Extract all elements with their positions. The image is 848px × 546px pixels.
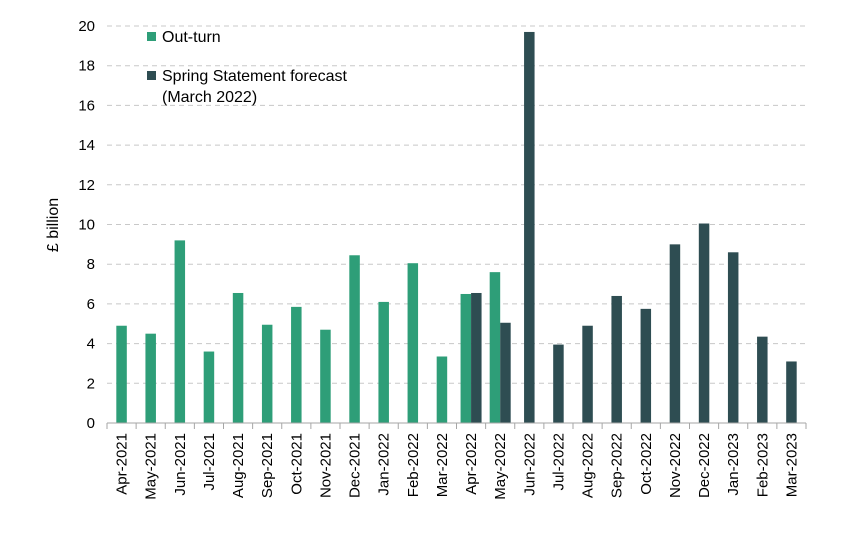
bar-out-turn <box>203 351 215 423</box>
bar-forecast <box>757 336 768 423</box>
bar-forecast <box>582 325 593 423</box>
x-tick-label: May-2022 <box>492 433 509 500</box>
legend-label-out-turn: Out-turn <box>162 29 221 46</box>
bar-out-turn <box>489 272 501 423</box>
x-tick-label: Sep-2022 <box>609 433 626 498</box>
x-tick-label: Aug-2021 <box>230 433 247 498</box>
legend: Out-turn Spring Statement forecast (Marc… <box>147 29 348 106</box>
bar-out-turn <box>291 306 302 423</box>
y-tick-label: 20 <box>78 18 95 35</box>
y-tick-label: 16 <box>78 97 95 114</box>
legend-label-forecast-line2: (March 2022) <box>162 89 257 106</box>
bar-out-turn <box>174 240 186 423</box>
x-tick-label: Nov-2021 <box>317 433 334 498</box>
bar-forecast <box>727 252 739 423</box>
x-tick-label: Dec-2021 <box>347 433 364 498</box>
x-tick-label: Jul-2021 <box>201 433 218 491</box>
x-tick-label: Apr-2022 <box>463 433 480 495</box>
bar-forecast <box>553 344 564 423</box>
x-tick-label: Jun-2021 <box>172 433 189 496</box>
x-tick-label: Feb-2022 <box>405 433 422 497</box>
x-tick-label: Nov-2022 <box>667 433 684 498</box>
x-tick-label: Jan-2022 <box>376 433 393 496</box>
y-tick-label: 14 <box>78 137 95 154</box>
y-axis-label: £ billion <box>45 198 62 252</box>
bar-forecast <box>698 223 710 423</box>
x-tick-label: Jun-2022 <box>521 433 538 496</box>
bar-out-turn <box>349 255 360 423</box>
y-tick-label: 2 <box>87 375 95 392</box>
x-tick-label: Feb-2023 <box>754 433 771 497</box>
x-tick-label: Sep-2021 <box>259 433 276 498</box>
y-tick-label: 10 <box>78 217 95 234</box>
bar-out-turn <box>436 356 448 423</box>
bar-forecast <box>786 361 797 423</box>
x-tick-label: Jan-2023 <box>725 433 742 496</box>
x-tick-label: Aug-2022 <box>580 433 597 498</box>
bar-out-turn <box>320 329 331 423</box>
bar-forecast <box>500 322 511 423</box>
x-tick-label: Apr-2021 <box>114 433 131 495</box>
x-tick-label: Mar-2023 <box>783 433 800 497</box>
x-tick-label: Mar-2022 <box>434 433 451 497</box>
bar-out-turn <box>407 263 419 423</box>
legend-label-forecast-line1: Spring Statement forecast <box>162 68 348 85</box>
bar-out-turn <box>460 293 472 423</box>
y-tick-label: 6 <box>87 296 95 313</box>
legend-swatch-out-turn <box>147 32 156 41</box>
bar-forecast <box>669 244 681 423</box>
y-tick-label: 12 <box>78 177 95 194</box>
x-tick-label: Oct-2021 <box>288 433 305 495</box>
bar-out-turn <box>232 292 244 423</box>
x-tick-label: Dec-2022 <box>696 433 713 498</box>
x-axis: Apr-2021 May-2021 Jun-2021 Jul-2021 Aug-2021… <box>106 422 807 500</box>
bars <box>116 31 797 424</box>
bar-forecast <box>611 295 622 423</box>
bar-out-turn <box>261 324 273 423</box>
y-tick-label: 4 <box>87 336 95 353</box>
y-tick-label: 0 <box>87 415 95 432</box>
x-tick-label: May-2021 <box>143 433 160 500</box>
y-tick-label: 8 <box>87 256 95 273</box>
y-tick-label: 18 <box>78 58 95 75</box>
bar-out-turn <box>378 301 389 423</box>
bar-forecast <box>524 31 535 424</box>
bar-forecast <box>640 308 652 423</box>
bar-out-turn <box>145 333 156 423</box>
y-axis: 0 2 4 6 8 10 12 14 16 18 20 <box>78 18 95 432</box>
x-tick-label: Jul-2022 <box>550 433 567 491</box>
x-tick-label: Oct-2022 <box>638 433 655 495</box>
bar-out-turn <box>116 325 127 423</box>
bar-forecast <box>471 292 482 423</box>
legend-swatch-forecast <box>147 71 156 80</box>
